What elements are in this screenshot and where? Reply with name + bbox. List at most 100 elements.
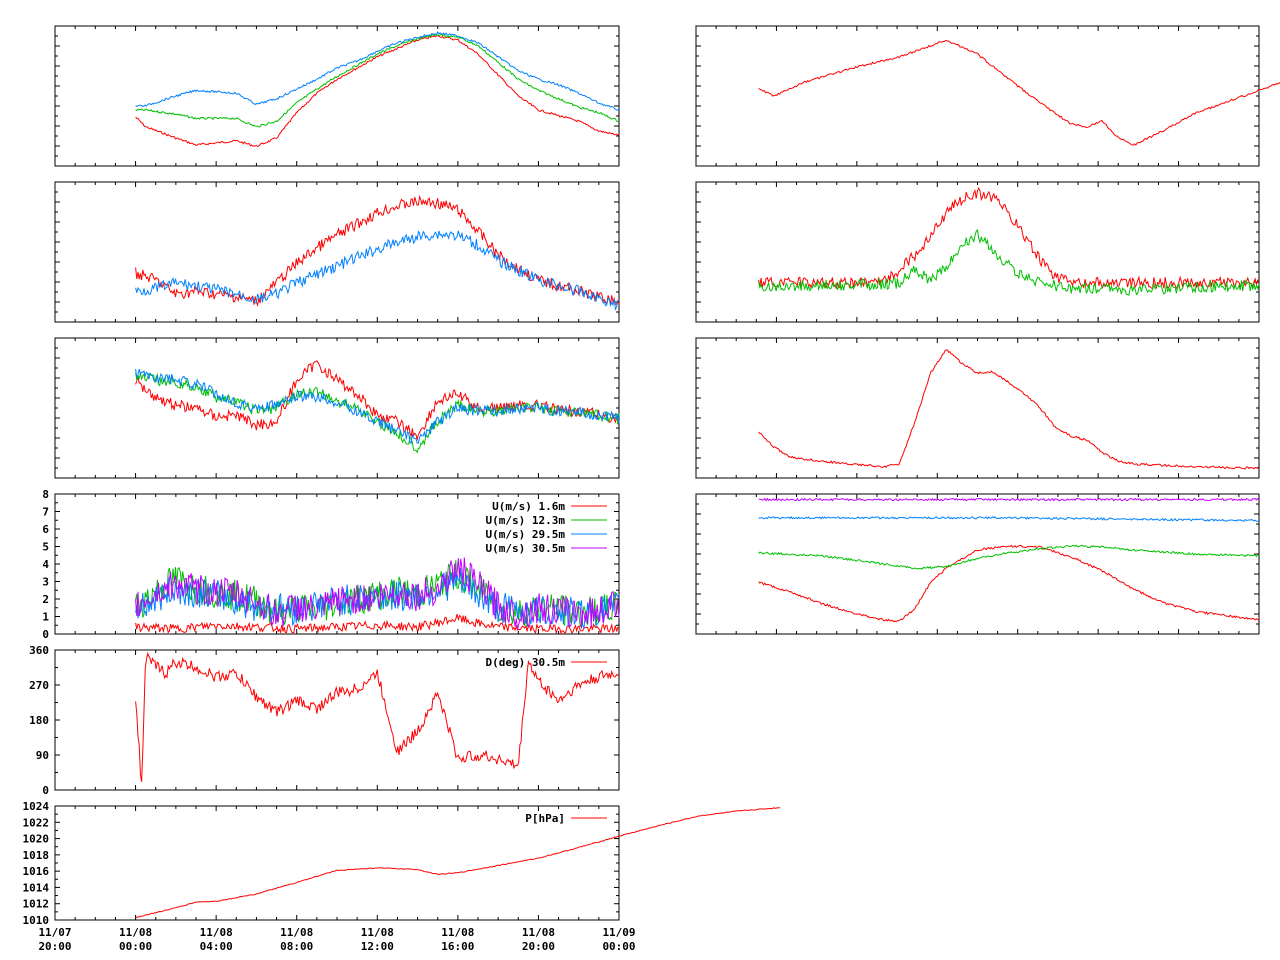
panel-left-6: 1010 1012 1014 1016 1018 1020 1022 1024 P[hPa] — [23, 800, 781, 927]
y-tick-label: 1022 — [23, 816, 50, 829]
x-tick-time: 00:00 — [119, 940, 152, 953]
panel-frame — [695, 493, 1260, 635]
y-tick-label: 2 — [42, 593, 49, 606]
x-ticks — [54, 337, 620, 479]
legend: U(m/s) 1.6mU(m/s) 12.3mU(m/s) 29.5mU(m/s… — [486, 500, 607, 555]
panel-right-3 — [695, 337, 1260, 479]
series-line — [758, 497, 1260, 502]
x-tick-time: 16:00 — [441, 940, 474, 953]
x-axis-labels: 11/0720:0011/0800:0011/0804:0011/0808:00… — [38, 926, 635, 953]
x-ticks — [54, 649, 620, 791]
legend-label: U(m/s) 29.5m — [486, 528, 566, 541]
y-tick-label: 5 — [42, 541, 49, 554]
series-line — [135, 34, 620, 148]
x-ticks — [695, 25, 1260, 167]
series-line — [135, 31, 620, 111]
x-ticks — [695, 493, 1260, 635]
series-line — [135, 560, 620, 628]
panel-left-1 — [54, 25, 620, 167]
series-line — [135, 557, 620, 630]
panel-right-2 — [695, 181, 1260, 323]
x-tick-time: 20:00 — [522, 940, 555, 953]
series-line — [135, 807, 781, 919]
series-line — [135, 360, 620, 442]
series-line — [758, 39, 1280, 146]
panel-frame — [54, 25, 620, 167]
panel-frame — [54, 649, 620, 791]
legend-label: U(m/s) 30.5m — [486, 542, 566, 555]
y-tick-label: 6 — [42, 523, 49, 536]
chart-panels: 0 1 2 3 4 5 6 7 8 U(m/s) 1.6mU(m/s) 12.3mU(m/s) 2… — [23, 25, 1280, 927]
series-line — [135, 613, 620, 635]
x-tick-date: 11/08 — [441, 926, 474, 939]
series-line — [758, 228, 1260, 296]
panel-frame — [695, 25, 1260, 167]
y-tick-label: 1 — [42, 611, 49, 624]
y-tick-label: 90 — [36, 749, 49, 762]
series-line — [758, 544, 1260, 623]
x-tick-date: 11/08 — [522, 926, 555, 939]
y-tick-label: 270 — [29, 679, 49, 692]
panel-left-4: 0 1 2 3 4 5 6 7 8 U(m/s) 1.6mU(m/s) 12.3mU(m/s) 2… — [42, 488, 620, 641]
y-tick-label: 0 — [42, 628, 49, 641]
panel-left-2 — [54, 181, 620, 323]
x-tick-date: 11/08 — [200, 926, 233, 939]
series-line — [758, 186, 1260, 290]
x-tick-date: 11/08 — [119, 926, 152, 939]
series-line — [135, 651, 620, 782]
x-ticks — [695, 181, 1260, 323]
y-tick-label: 360 — [29, 644, 49, 657]
y-tick-label: 180 — [29, 714, 49, 727]
series-line — [758, 544, 1260, 570]
panel-frame — [54, 181, 620, 323]
y-tick-label: 1014 — [23, 881, 50, 894]
panel-frame — [695, 181, 1260, 323]
y-tick-label: 1012 — [23, 898, 50, 911]
y-tick-label: 1016 — [23, 865, 50, 878]
panel-right-4 — [695, 493, 1260, 635]
y-tick-labels: 0 90 180 270 360 — [29, 644, 49, 797]
x-ticks — [695, 337, 1260, 479]
panel-left-5: 0 90 180 270 360 D(deg) 30.5m — [29, 644, 620, 797]
series-line — [135, 230, 620, 311]
panel-right-1 — [695, 25, 1280, 167]
series-line — [135, 568, 620, 630]
legend-label: U(m/s) 12.3m — [486, 514, 566, 527]
y-tick-label: 7 — [42, 506, 49, 519]
x-tick-date: 11/07 — [38, 926, 71, 939]
y-tick-label: 1020 — [23, 833, 50, 846]
x-ticks — [54, 805, 620, 921]
x-tick-date: 11/08 — [280, 926, 313, 939]
y-tick-label: 4 — [42, 558, 49, 571]
y-tick-label: 1018 — [23, 849, 50, 862]
y-tick-labels: 0 1 2 3 4 5 6 7 8 — [42, 488, 49, 641]
series-line — [758, 349, 1260, 470]
x-ticks — [54, 493, 620, 635]
legend-label: U(m/s) 1.6m — [492, 500, 565, 513]
y-tick-label: 3 — [42, 576, 49, 589]
panel-left-3 — [54, 337, 620, 479]
series-line — [135, 194, 620, 307]
x-ticks — [54, 25, 620, 167]
x-tick-time: 20:00 — [38, 940, 71, 953]
y-tick-label: 1024 — [23, 800, 50, 813]
series-line — [135, 33, 620, 128]
legend: D(deg) 30.5m — [486, 656, 607, 669]
y-tick-label: 8 — [42, 488, 49, 501]
legend-label: D(deg) 30.5m — [486, 656, 566, 669]
y-tick-label: 0 — [42, 784, 49, 797]
series-line — [135, 368, 620, 445]
x-tick-date: 11/09 — [602, 926, 635, 939]
x-tick-time: 00:00 — [602, 940, 635, 953]
x-tick-time: 04:00 — [200, 940, 233, 953]
panel-frame — [695, 337, 1260, 479]
x-tick-time: 12:00 — [361, 940, 394, 953]
x-tick-time: 08:00 — [280, 940, 313, 953]
x-ticks — [54, 181, 620, 323]
legend: P[hPa] — [525, 812, 607, 825]
y-tick-label: 1010 — [23, 914, 50, 927]
x-tick-date: 11/08 — [361, 926, 394, 939]
legend-label: P[hPa] — [525, 812, 565, 825]
y-tick-labels: 1010 1012 1014 1016 1018 1020 1022 1024 — [23, 800, 50, 927]
